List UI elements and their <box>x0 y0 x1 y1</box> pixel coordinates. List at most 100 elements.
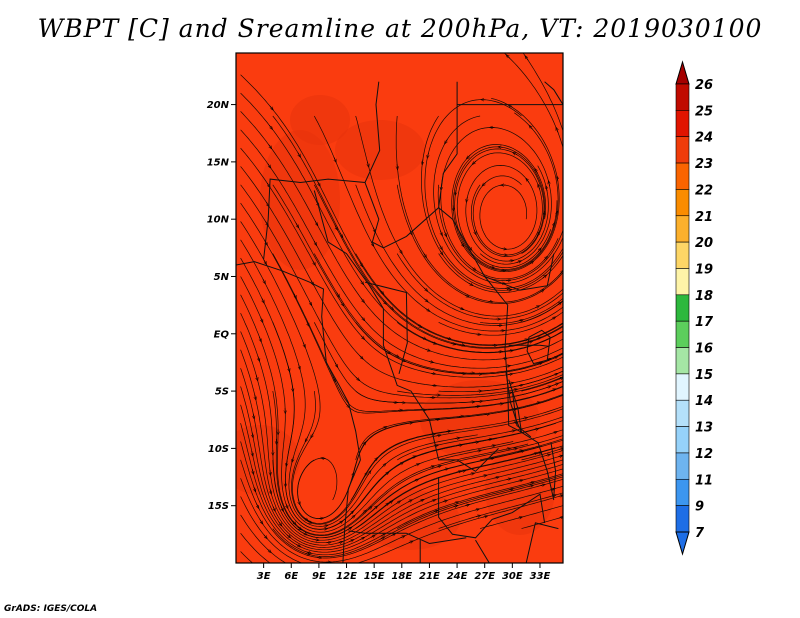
shading-patch <box>290 95 350 145</box>
streamline-arrow <box>381 534 384 536</box>
streamline-arrow <box>545 455 549 456</box>
streamline <box>240 532 271 563</box>
lat-tick-label: 5N <box>214 272 230 283</box>
longitude-axis: 3E 6E 9E 12E 15E 18E 21E 24E 27E 30E 33E <box>257 563 551 582</box>
streamline <box>313 253 563 374</box>
streamline-arrow <box>558 456 561 457</box>
streamline-arrow <box>388 502 392 504</box>
streamline-arrow <box>313 260 315 264</box>
streamline-arrow <box>538 186 539 190</box>
streamline-arrow <box>322 458 326 459</box>
streamline-arrow <box>494 477 498 478</box>
streamline <box>240 276 514 533</box>
streamline-arrow <box>557 177 558 182</box>
lat-tick-label: EQ <box>214 329 230 340</box>
streamline-arrow <box>457 471 460 472</box>
streamline <box>272 476 563 557</box>
streamline-arrow <box>535 306 538 307</box>
streamline-arrow <box>431 500 434 501</box>
streamline <box>397 474 563 529</box>
streamline-arrow <box>430 373 434 374</box>
streamline <box>240 184 563 399</box>
map-frame <box>235 52 564 564</box>
streamline-arrow <box>253 413 254 418</box>
streamline-arrow <box>446 338 450 339</box>
streamline-arrow <box>498 404 502 405</box>
boundary-line <box>484 276 555 501</box>
colorbar-swatch <box>675 478 690 506</box>
colorbar-label: 13 <box>695 421 713 436</box>
boundary-line <box>550 442 557 497</box>
streamline-arrow <box>266 182 269 186</box>
streamline-arrow <box>336 292 339 296</box>
streamline-arrow <box>537 249 540 253</box>
colorbar-bottom-arrow <box>675 531 690 556</box>
streamline <box>397 374 563 396</box>
streamline <box>438 429 563 461</box>
streamline-arrow <box>288 366 289 370</box>
streamline <box>240 221 454 524</box>
streamline-arrow <box>419 500 423 501</box>
streamline-arrow <box>471 267 475 270</box>
streamline <box>240 147 563 378</box>
streamline-arrow <box>257 503 259 507</box>
colorbar-label: 19 <box>695 262 713 277</box>
streamline-arrow <box>445 139 447 142</box>
streamline <box>297 394 563 519</box>
streamline <box>396 253 563 320</box>
streamline-arrow <box>335 362 337 366</box>
streamline-arrow <box>436 466 440 467</box>
streamline-arrow <box>473 160 477 163</box>
streamline-arrow <box>568 286 571 289</box>
streamline-arrow <box>464 295 468 296</box>
streamline-arrow <box>382 300 385 304</box>
streamline-arrow <box>340 301 343 305</box>
streamline-arrow <box>254 486 255 491</box>
streamline-arrow <box>459 308 462 309</box>
colorbar-swatch <box>675 136 690 164</box>
colorbar-swatch <box>675 110 690 138</box>
streamline-arrow <box>455 189 456 194</box>
colorbar-swatch <box>675 320 690 348</box>
boundary-line <box>526 329 551 365</box>
streamline-arrow <box>303 342 304 347</box>
colorbar-label: 24 <box>695 131 713 146</box>
streamline <box>397 416 563 461</box>
colorbar-swatch <box>675 189 690 217</box>
streamline-arrow <box>527 179 530 183</box>
streamline-arrow <box>552 432 556 433</box>
colorbar-swatch <box>675 268 690 296</box>
streamline-arrow <box>505 449 509 450</box>
streamline <box>465 165 549 262</box>
streamline <box>240 166 563 388</box>
streamline-arrow <box>512 389 516 390</box>
streamline <box>240 239 478 527</box>
streamline-arrow <box>252 432 253 436</box>
lon-tick-label: 6E <box>284 571 298 582</box>
boundary-line <box>364 281 408 375</box>
streamline-arrow <box>512 449 516 450</box>
streamline-arrow <box>457 445 461 446</box>
streamline <box>438 492 563 529</box>
streamline-arrow <box>417 325 421 327</box>
streamline-arrow <box>537 452 540 453</box>
streamline-arrow <box>483 516 486 517</box>
streamline <box>291 391 563 525</box>
streamline-arrow <box>487 439 491 440</box>
colorbar-swatch <box>675 162 690 190</box>
colorbar-label: 9 <box>695 500 704 515</box>
streamline-arrow <box>286 460 287 465</box>
boundary-line <box>511 391 532 438</box>
streamline-arrow <box>557 212 558 217</box>
lon-tick-label: 9E <box>312 571 326 582</box>
streamline-arrow <box>474 229 475 234</box>
streamlines <box>240 53 571 563</box>
boundary-line <box>505 371 522 433</box>
streamline-arrow <box>263 534 266 538</box>
streamline-arrow <box>537 363 541 364</box>
streamline <box>313 115 563 332</box>
streamline-arrow <box>530 127 533 130</box>
streamline-arrow <box>365 473 367 477</box>
streamline-arrow <box>333 376 335 380</box>
streamline-arrow <box>453 506 456 507</box>
